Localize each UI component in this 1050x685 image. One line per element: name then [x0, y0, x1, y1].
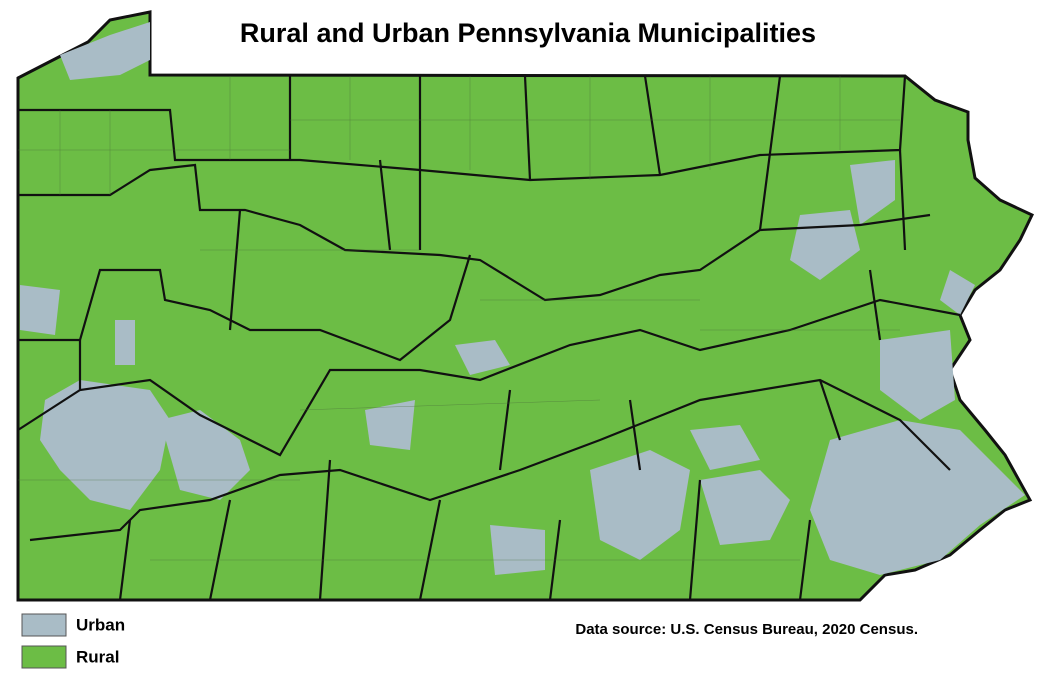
municipal-borders	[18, 76, 900, 561]
urban-area	[20, 285, 60, 335]
urban-area	[690, 425, 760, 470]
urban-area	[115, 320, 135, 365]
urban-area	[160, 410, 250, 500]
urban-area	[850, 160, 895, 225]
legend-label: Rural	[76, 647, 119, 666]
urban-area	[810, 420, 1025, 575]
urban-area	[40, 380, 170, 510]
legend-swatch	[21, 613, 67, 637]
data-source: Data source: U.S. Census Bureau, 2020 Ce…	[575, 621, 918, 638]
urban-area	[455, 340, 510, 375]
county-border	[17, 298, 961, 457]
urban-area	[590, 450, 690, 560]
urban-area	[365, 400, 415, 450]
state-map	[16, 10, 1035, 602]
legend-swatch	[21, 645, 67, 669]
legend: Urban Rural	[21, 613, 125, 669]
municipal-border	[18, 76, 900, 561]
county-border	[78, 75, 907, 471]
county-border	[18, 163, 931, 302]
urban-area	[700, 470, 790, 545]
county-border	[18, 75, 907, 182]
urban-area	[940, 270, 975, 315]
urban-area	[490, 525, 545, 575]
county-border	[18, 254, 472, 362]
urban-area	[60, 22, 150, 80]
urban-area	[880, 330, 955, 420]
county-borders	[17, 75, 961, 601]
legend-label: Urban	[76, 615, 125, 634]
map-title: Rural and Urban Pennsylvania Municipalit…	[240, 18, 816, 48]
